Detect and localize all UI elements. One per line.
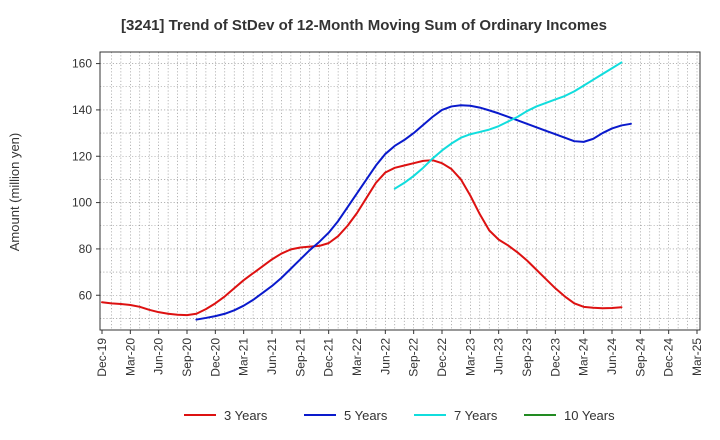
y-tick-label: 160 <box>72 57 92 71</box>
series-line-3-years <box>101 159 623 317</box>
x-tick-label: Jun-21 <box>265 338 279 375</box>
x-tick-label: Jun-20 <box>152 338 166 375</box>
x-tick-label: Mar-20 <box>123 338 137 376</box>
legend: 3 Years 5 Years 7 Years 10 Years <box>184 408 615 423</box>
series-line-5-years <box>195 104 632 321</box>
x-tick-label: Jun-23 <box>492 338 506 375</box>
y-tick-label: 140 <box>72 103 92 117</box>
x-tick-label: Mar-23 <box>463 338 477 376</box>
y-tick-label: 120 <box>72 149 92 163</box>
chart-title: [3241] Trend of StDev of 12-Month Moving… <box>121 17 607 34</box>
x-tick-label: Sep-24 <box>633 338 647 377</box>
y-tick-label: 60 <box>79 288 93 302</box>
legend-label-3-years: 3 Years <box>224 408 268 423</box>
x-tick-label: Sep-23 <box>520 338 534 377</box>
x-tick-label: Dec-21 <box>322 338 336 377</box>
x-tick-label: Mar-25 <box>690 338 704 376</box>
x-tick-label: Sep-22 <box>407 338 421 377</box>
x-tick-label: Sep-21 <box>293 338 307 377</box>
x-tick-label: Mar-21 <box>237 338 251 376</box>
x-tick-label: Sep-20 <box>180 338 194 377</box>
x-tick-label: Dec-23 <box>548 338 562 377</box>
x-tick-label: Mar-22 <box>350 338 364 376</box>
x-axis-ticks: Dec-19 Mar-20 Jun-20 Sep-20 Dec-20 Mar-21 Jun-… <box>95 330 704 377</box>
x-tick-label: Jun-22 <box>378 338 392 375</box>
y-tick-label: 80 <box>79 242 93 256</box>
y-axis-ticks: 60 80 100 120 140 160 <box>72 57 100 302</box>
legend-label-7-years: 7 Years <box>454 408 498 423</box>
x-tick-label: Dec-20 <box>208 338 222 377</box>
x-tick-label: Dec-22 <box>435 338 449 377</box>
x-tick-label: Jun-24 <box>605 338 619 375</box>
x-tick-label: Dec-24 <box>662 338 676 377</box>
legend-label-5-years: 5 Years <box>344 408 388 423</box>
y-tick-label: 100 <box>72 196 92 210</box>
series-lines <box>101 61 632 321</box>
plot-area-frame <box>99 51 701 331</box>
x-tick-label: Dec-19 <box>95 338 109 377</box>
series-line-7-years <box>393 61 623 190</box>
y-axis-label: Amount (million yen) <box>7 133 22 252</box>
x-tick-label: Mar-24 <box>577 338 591 376</box>
legend-label-10-years: 10 Years <box>564 408 615 423</box>
